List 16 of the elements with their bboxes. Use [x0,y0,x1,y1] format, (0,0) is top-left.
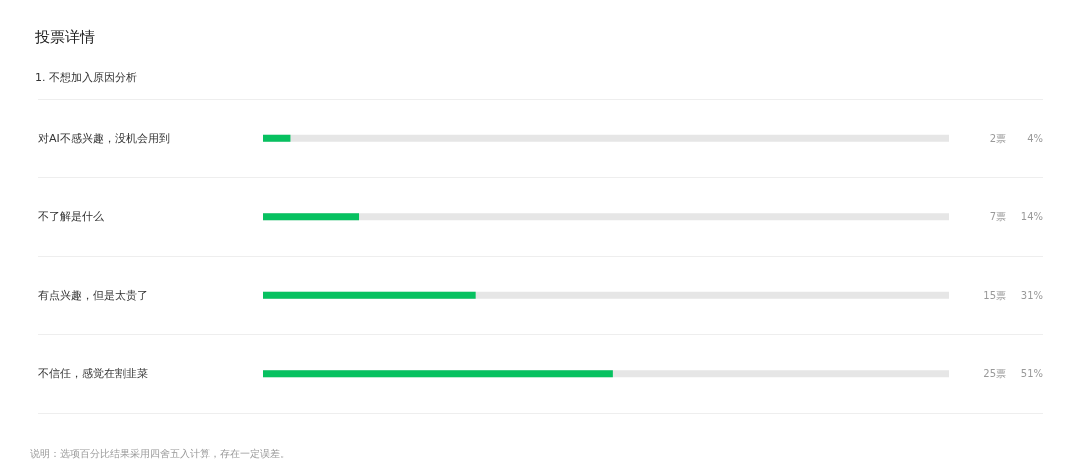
text: 投票详情 [34,27,95,46]
bar [263,134,291,142]
text: 2票 [989,132,1006,144]
y-tick-label: 不信任，感觉在割韭菜 [38,367,148,381]
data-label: 51% [1020,368,1043,380]
data-label: 31% [1020,289,1043,301]
data-label: 4% [1027,132,1043,144]
y-tick-label: 有点兴趣，但是太贵了 [38,288,148,302]
data-label: 14% [1020,211,1043,223]
text: 25票 [983,368,1006,380]
bar [263,213,360,221]
text: 1. 不想加入原因分析 [35,71,137,84]
y-tick-label: 对AI不感兴趣，没机会用到 [38,131,170,145]
text: 7票 [989,211,1006,223]
text: 15票 [983,289,1006,301]
y-tick-label: 不了解是什么 [38,210,104,224]
